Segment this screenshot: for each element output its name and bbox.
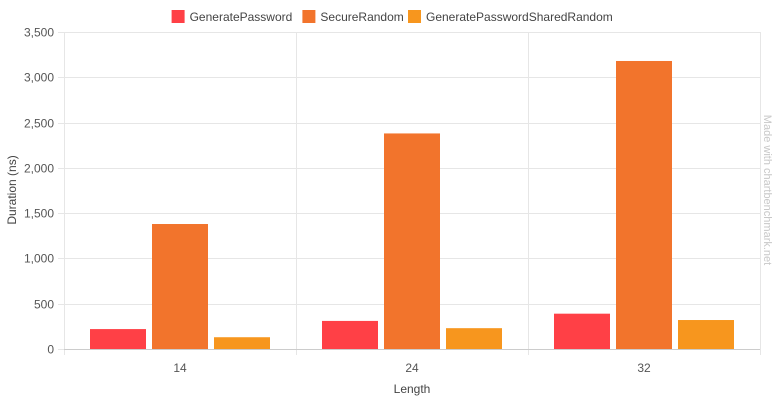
y-tick-label: 500	[34, 298, 54, 312]
y-tick-label: 3,000	[24, 71, 54, 85]
y-tick-label: 1,500	[24, 207, 54, 221]
legend-label: SecureRandom	[320, 10, 403, 24]
y-tick-label: 0	[47, 343, 54, 357]
legend-swatch	[408, 10, 421, 23]
legend-item[interactable]: GeneratePasswordSharedRandom	[408, 10, 613, 24]
legend-item[interactable]: GeneratePassword	[171, 10, 293, 24]
y-axis-label: Duration (ns)	[5, 155, 19, 224]
x-tick-label: 14	[173, 361, 187, 375]
x-tick-label: 24	[405, 361, 419, 375]
bar[interactable]	[384, 133, 440, 349]
bar[interactable]	[214, 337, 270, 349]
x-tick-label: 32	[637, 361, 651, 375]
bar[interactable]	[152, 224, 208, 349]
legend-label: GeneratePassword	[190, 10, 293, 24]
legend-swatch	[302, 10, 316, 23]
x-axis-label: Length	[394, 382, 431, 396]
legend-label: GeneratePasswordSharedRandom	[426, 10, 613, 24]
y-tick-label: 3,500	[24, 26, 54, 40]
bar[interactable]	[322, 320, 378, 349]
y-tick-label: 2,500	[24, 117, 54, 131]
bar[interactable]	[446, 328, 502, 349]
bars	[90, 60, 734, 350]
bar[interactable]	[90, 329, 146, 349]
legend-item[interactable]: SecureRandom	[302, 10, 404, 24]
watermark: Made with chartbenchmark.net	[761, 115, 773, 265]
legend: GeneratePassword SecureRandom GeneratePass…	[171, 10, 613, 24]
bar[interactable]	[554, 313, 610, 349]
axes: 0 500 1,000 1,500 2,000 2,500 3,000 3,500 14 24 32	[24, 26, 760, 375]
bar[interactable]	[616, 60, 672, 350]
legend-swatch	[171, 10, 185, 23]
y-tick-label: 1,000	[24, 252, 54, 266]
y-tick-label: 2,000	[24, 162, 54, 176]
bar[interactable]	[678, 320, 734, 349]
